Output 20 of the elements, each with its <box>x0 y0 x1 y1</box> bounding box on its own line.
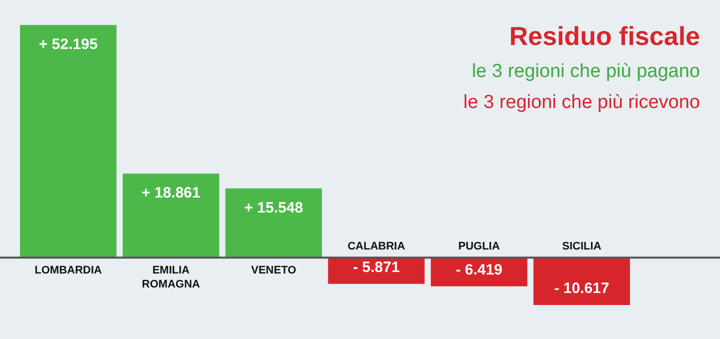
x-tick-label: PUGLIA <box>458 240 500 253</box>
bar <box>225 188 322 258</box>
x-tick-label: VENETO <box>251 264 297 277</box>
x-tick-label: EMILIA ROMAGNA <box>142 264 200 291</box>
bar <box>430 258 528 286</box>
chart-title: Residuo fiscale <box>509 21 700 51</box>
data-label: + 18.861 <box>142 184 200 202</box>
annotation: le 3 regioni che più ricevono <box>463 92 700 113</box>
bar <box>20 25 117 258</box>
x-tick-label: CALABRIA <box>348 240 406 253</box>
bar <box>533 258 630 305</box>
bar <box>122 174 220 258</box>
data-label: + 52.195 <box>38 36 98 53</box>
text: le 3 regioni che più pagano <box>472 61 700 82</box>
data-label: - 10.617 <box>554 280 610 297</box>
data-label: - 6.419 <box>456 261 502 278</box>
x-tick-label: SICILIA <box>562 240 602 253</box>
data-label: - 5.871 <box>352 258 400 276</box>
data-label: + 15.548 <box>244 199 304 216</box>
x-tick-label: LOMBARDIA <box>34 264 102 277</box>
